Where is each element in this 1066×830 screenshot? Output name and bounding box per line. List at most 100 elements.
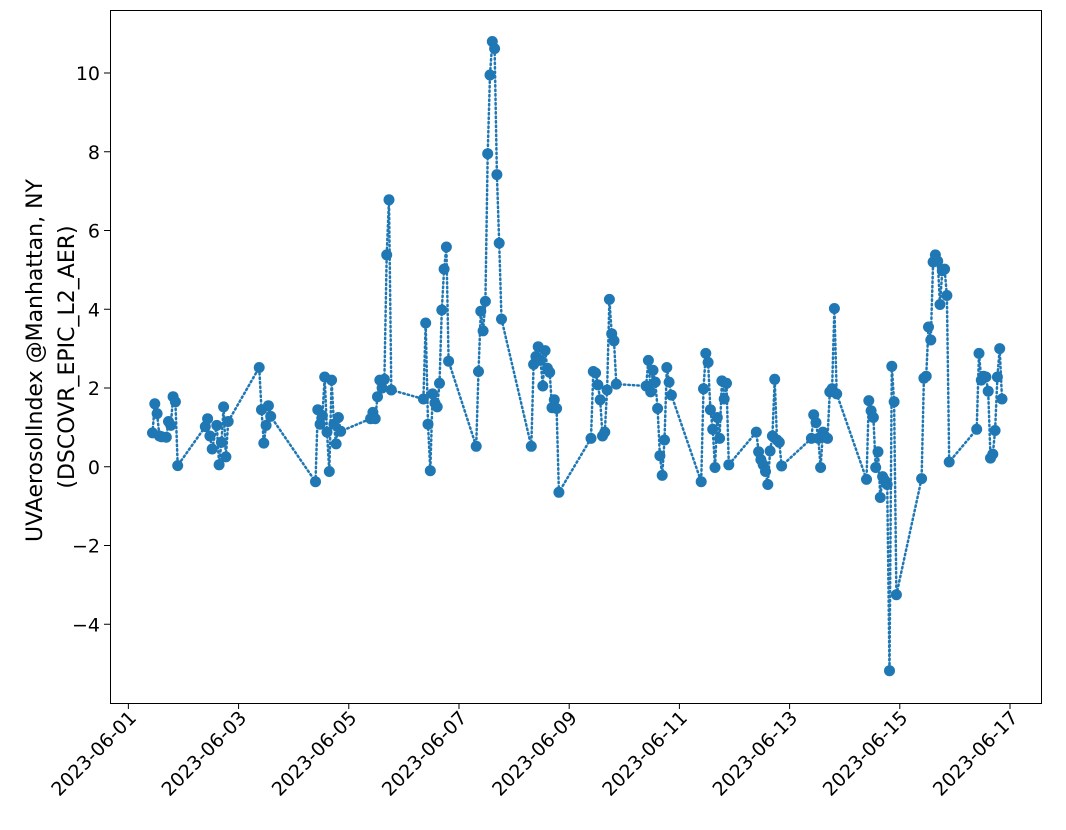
data-point: [535, 354, 546, 366]
x-tick-label: 2023-06-09: [488, 707, 582, 801]
data-point: [335, 425, 347, 437]
data-point: [260, 419, 272, 431]
data-point: [553, 486, 565, 498]
data-point: [815, 462, 827, 473]
data-point: [649, 376, 661, 388]
data-point: [828, 303, 840, 314]
data-point: [718, 393, 730, 405]
data-point: [987, 448, 999, 460]
data-point: [204, 430, 216, 442]
data-point: [310, 476, 321, 488]
y-tick-label: 2: [88, 378, 100, 400]
data-point: [590, 367, 602, 379]
data-point: [932, 255, 944, 267]
data-point: [491, 169, 503, 181]
data-point: [707, 423, 719, 435]
data-point: [831, 388, 843, 400]
y-axis-title-line-1: UVAerosolIndex @Manhattan, NY: [23, 178, 48, 542]
data-point: [376, 382, 388, 394]
data-point: [479, 295, 491, 307]
data-point: [165, 419, 177, 431]
data-point: [943, 456, 955, 468]
data-point: [867, 412, 879, 423]
data-point: [169, 396, 181, 408]
data-point: [314, 418, 326, 430]
data-point: [321, 426, 333, 438]
y-axis-title-line-2: (DSCOVR_EPIC_L2_AER): [55, 225, 80, 488]
data-point: [436, 304, 448, 316]
data-point: [608, 335, 620, 347]
data-point: [721, 377, 732, 389]
x-tick-label: 2023-06-11: [598, 707, 692, 801]
data-point: [218, 401, 230, 413]
data-point: [982, 385, 994, 397]
data-point: [434, 377, 445, 389]
data-point: [422, 418, 434, 430]
data-point: [762, 479, 774, 490]
x-tick-label: 2023-06-05: [268, 707, 362, 801]
y-tick-label: 8: [88, 142, 100, 164]
data-point: [493, 237, 505, 249]
data-point: [378, 373, 390, 385]
data-point: [760, 466, 771, 477]
data-point: [714, 432, 726, 444]
data-point: [440, 241, 452, 253]
data-point: [160, 431, 172, 443]
series-layer: [147, 36, 1008, 677]
x-tick-label: 2023-06-13: [708, 707, 802, 801]
data-point: [872, 446, 884, 458]
data-point: [994, 343, 1006, 355]
data-point: [874, 492, 886, 503]
data-point: [863, 395, 875, 407]
data-point: [431, 401, 443, 413]
data-point: [923, 321, 934, 333]
data-point: [884, 665, 895, 677]
data-point: [484, 69, 496, 81]
data-point: [659, 434, 670, 446]
data-point: [548, 394, 560, 406]
data-point: [537, 380, 549, 392]
data-point: [420, 317, 432, 329]
data-point: [206, 443, 218, 455]
data-point: [258, 437, 270, 449]
data-point: [700, 347, 712, 359]
data-point: [695, 476, 707, 488]
data-point: [973, 347, 985, 359]
data-point: [202, 413, 214, 425]
data-point: [980, 371, 992, 383]
data-point: [711, 412, 723, 423]
data-point: [890, 589, 902, 601]
data-point: [220, 451, 232, 463]
data-point: [427, 388, 439, 400]
data-point: [323, 466, 335, 477]
y-tick-label: 4: [88, 299, 100, 321]
data-point: [971, 423, 983, 435]
data-point: [594, 394, 606, 406]
data-point: [475, 305, 487, 317]
data-point: [881, 479, 893, 490]
data-point: [861, 473, 872, 485]
data-point: [939, 263, 951, 275]
data-point: [996, 393, 1008, 405]
data-point: [709, 462, 721, 473]
y-tick-label: −2: [72, 536, 100, 558]
data-point: [332, 412, 344, 423]
data-point: [661, 362, 673, 373]
data-point: [764, 445, 776, 457]
data-point: [822, 432, 833, 444]
data-point: [603, 293, 615, 305]
data-point: [215, 436, 227, 448]
data-point: [776, 460, 788, 472]
data-point: [916, 473, 928, 485]
data-point: [149, 398, 161, 410]
data-point: [769, 373, 781, 385]
data-point: [381, 249, 393, 261]
data-point: [477, 325, 489, 337]
data-point: [265, 410, 277, 422]
data-point: [750, 426, 762, 438]
data-point: [941, 290, 953, 301]
data-point: [544, 366, 556, 378]
data-point: [470, 440, 482, 452]
data-point: [253, 362, 265, 373]
